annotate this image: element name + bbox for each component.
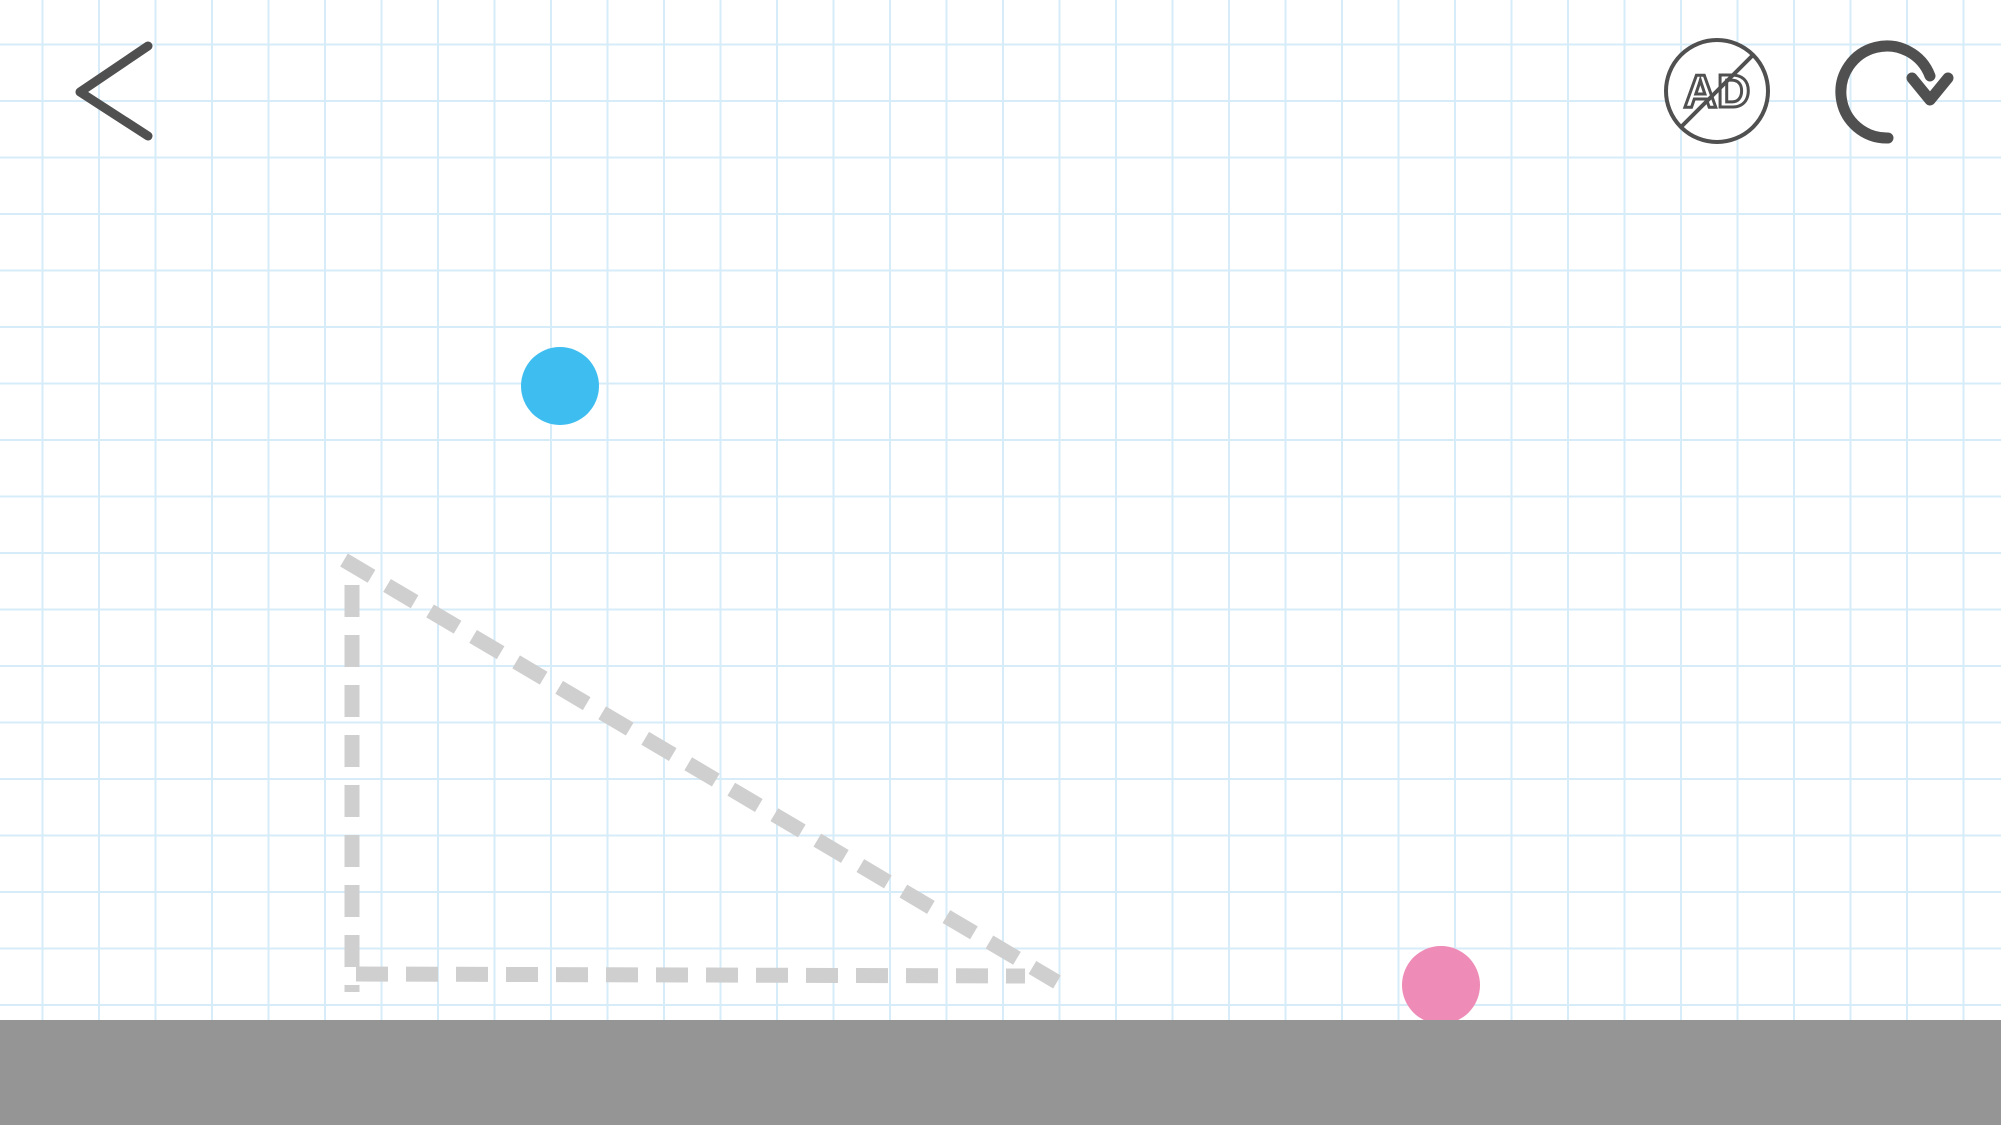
hint-triangle-outline (340, 553, 1061, 992)
restart-icon (1835, 40, 1954, 144)
back-button[interactable] (70, 36, 160, 146)
no-ads-button[interactable]: AD (1660, 34, 1774, 148)
pink-ball (1402, 946, 1480, 1024)
hint-triangle-hypotenuse (340, 553, 1061, 989)
blue-ball (521, 347, 599, 425)
chevron-left-icon (75, 41, 153, 141)
restart-button[interactable] (1828, 38, 1956, 146)
hint-triangle-bottom-edge (355, 966, 1026, 984)
no-ads-icon: AD (1664, 38, 1770, 144)
ground-platform (0, 1020, 2001, 1125)
